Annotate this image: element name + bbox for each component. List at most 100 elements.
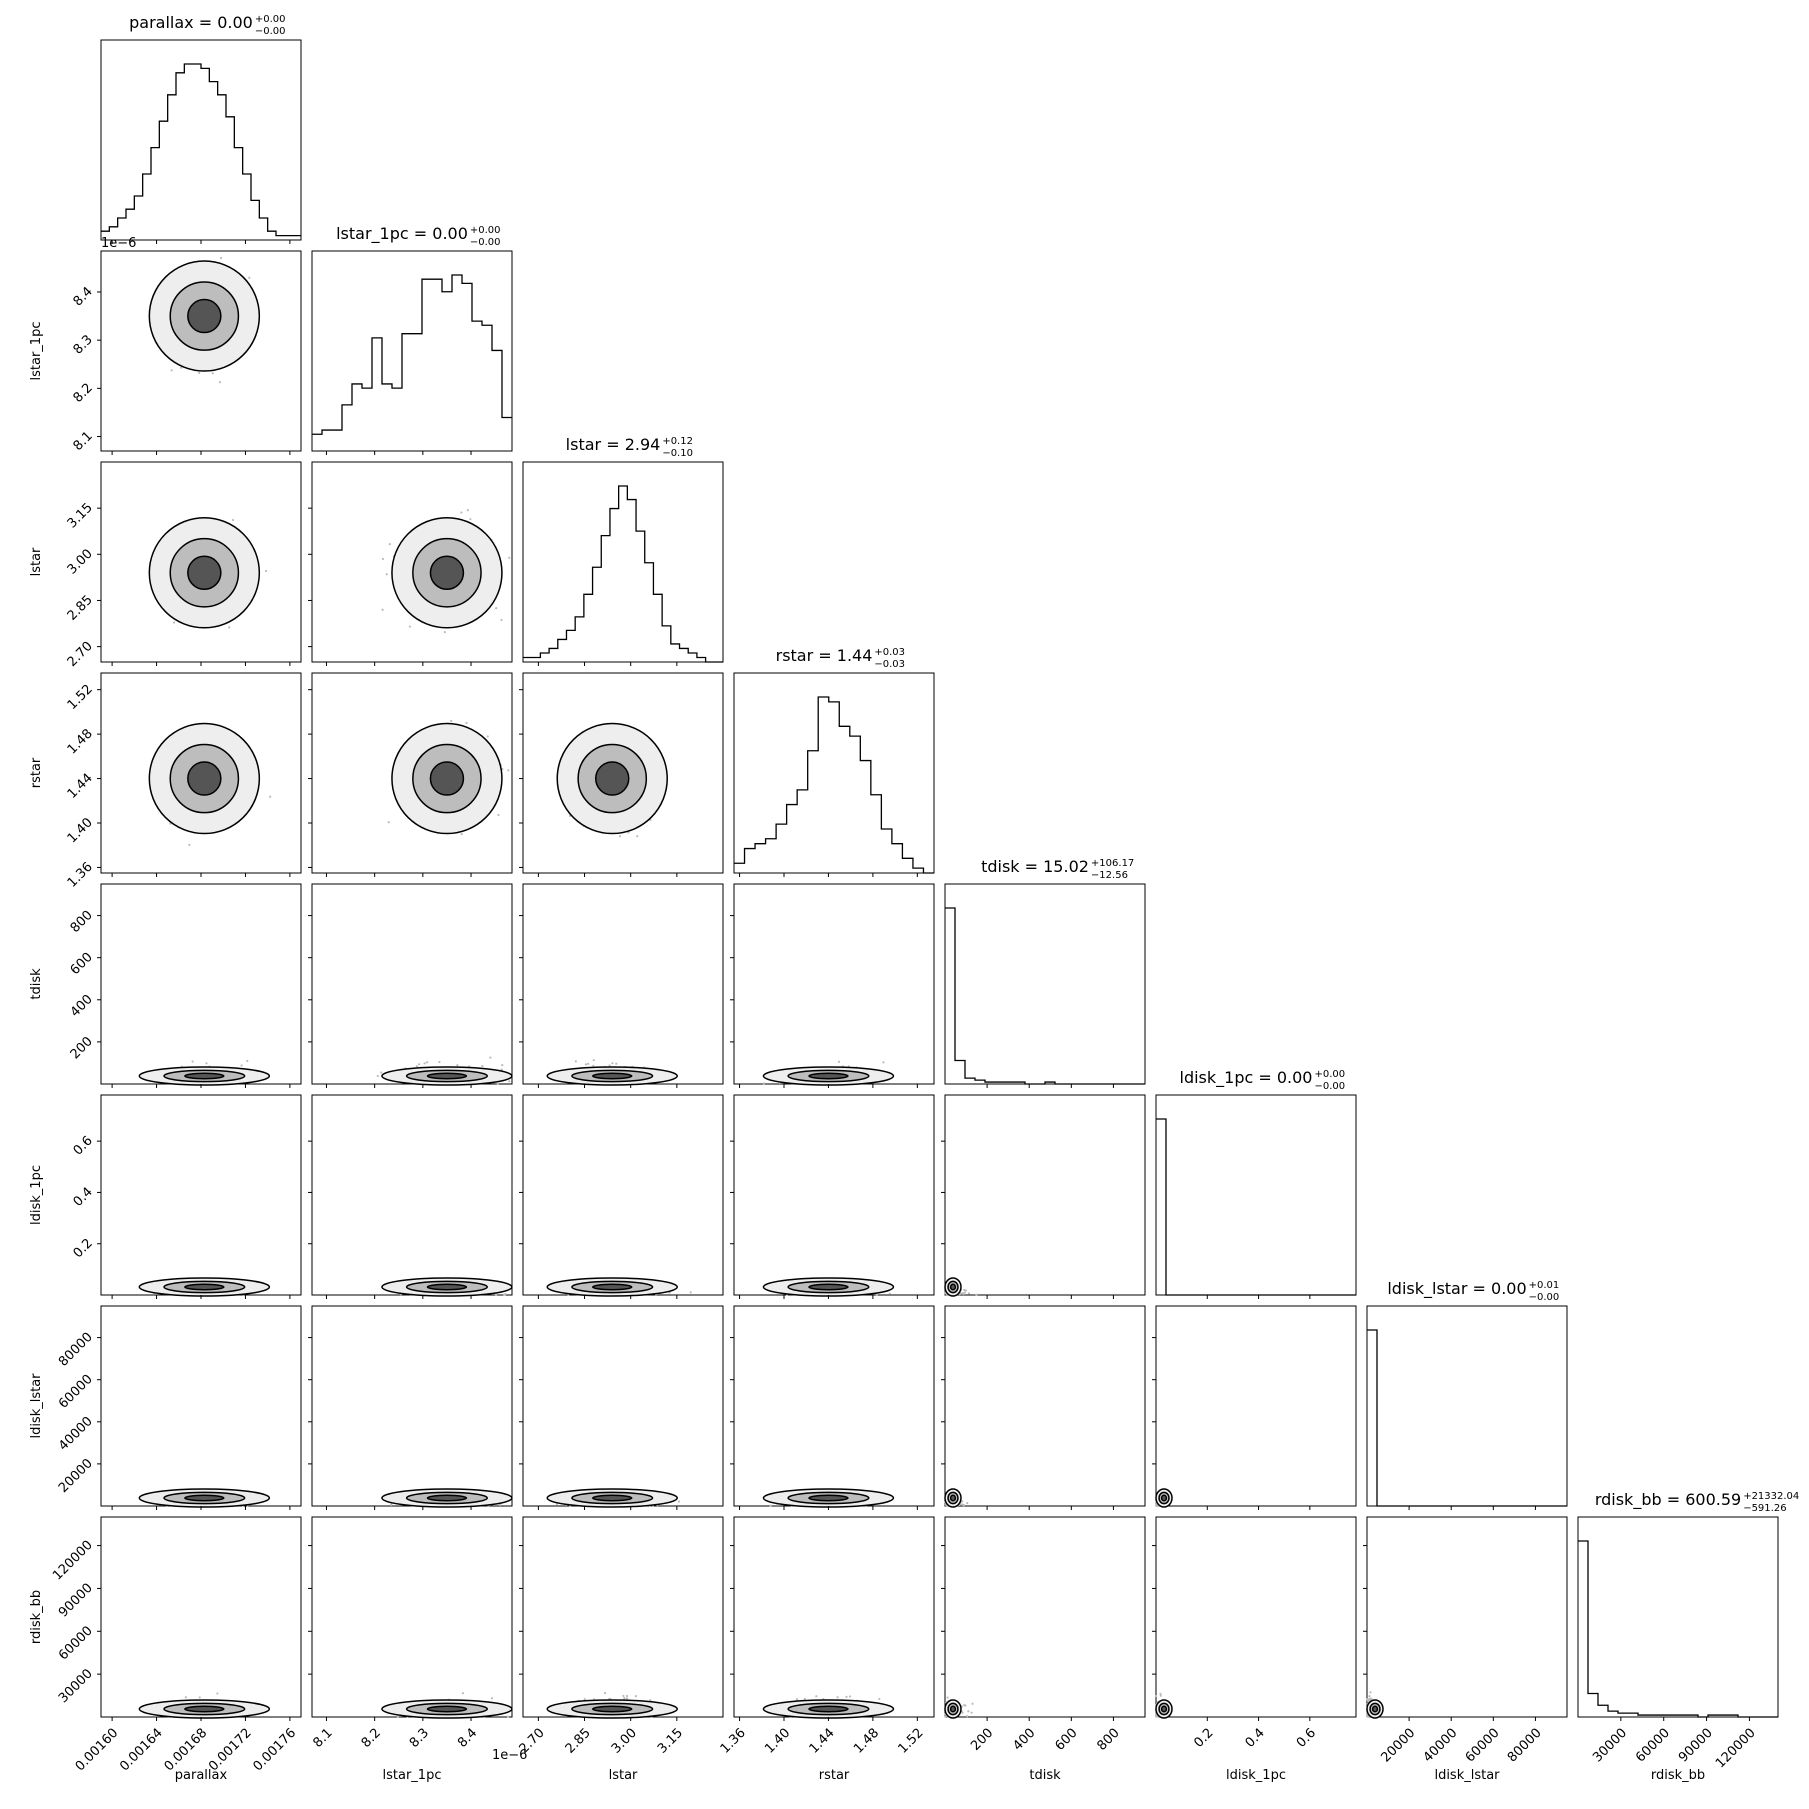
x-tick-label: 600 <box>1052 1726 1080 1754</box>
x-tick-label: 60000 <box>1463 1726 1503 1766</box>
x-tick-label: 0.00160 <box>73 1726 122 1775</box>
panel-title: ldisk_lstar = 0.00 <box>1387 1279 1526 1299</box>
panel-lstar_1pc-vs-parallax: 8.1 8.2 8.3 8.4 <box>71 250 302 455</box>
sample-point <box>216 1692 219 1695</box>
sample-point <box>489 1056 492 1059</box>
panel-frame <box>311 883 513 1085</box>
sample-point <box>836 1696 839 1699</box>
title-lower-err: −0.00 <box>1529 1292 1560 1303</box>
x-tick-label: 60000 <box>1633 1726 1673 1766</box>
x-tick-label: 8.3 <box>407 1726 432 1751</box>
sample-point <box>486 735 489 738</box>
panel-frame <box>733 1305 935 1507</box>
panel-frame <box>1366 1516 1568 1718</box>
x-tick-label: 0.00168 <box>162 1726 211 1775</box>
panel-frame <box>311 461 513 663</box>
sample-point <box>963 1288 966 1292</box>
sample-point <box>1366 1715 1369 1718</box>
sample-point <box>1154 1695 1158 1698</box>
sample-point <box>396 1715 399 1718</box>
sample-point <box>1369 1691 1372 1694</box>
panel-frame <box>522 461 724 663</box>
x-tick-label: 90000 <box>1676 1726 1716 1766</box>
sample-point <box>170 369 173 372</box>
panel-lstar-vs-lstar_1pc <box>308 461 513 666</box>
panel-tdisk-vs-tdisk: tdisk = 15.02 +106.17−12.56 <box>944 857 1146 1088</box>
sample-point <box>769 1504 772 1507</box>
sample-point <box>465 721 468 725</box>
title-lower-err: −0.10 <box>662 448 693 459</box>
contour-inner <box>949 1494 957 1502</box>
sample-point <box>975 1293 978 1296</box>
x-tick-label: 2.85 <box>563 1726 594 1757</box>
sample-point <box>837 1060 841 1063</box>
x-tick-label: 0.4 <box>1243 1726 1268 1751</box>
y-tick-label: 2.85 <box>65 593 96 624</box>
title-lower-err: −0.00 <box>1314 1081 1345 1092</box>
panel-title: parallax = 0.00 <box>129 13 253 32</box>
sample-point <box>677 1500 681 1503</box>
contour-inner <box>184 1705 225 1713</box>
contour-inner <box>808 1494 849 1502</box>
x-offset-label: 1e−6 <box>492 1748 527 1763</box>
panel-ldisk_1pc-vs-tdisk <box>941 1094 1146 1299</box>
contour-inner <box>949 1705 957 1713</box>
sample-point <box>583 1698 586 1701</box>
panel-frame <box>311 672 513 874</box>
sample-point <box>381 557 385 561</box>
panel-ldisk_lstar-vs-ldisk_lstar: ldisk_lstar = 0.00 +0.01−0.00 <box>1366 1279 1568 1510</box>
x-axis-label-ldisk_lstar: ldisk_lstar <box>1434 1768 1500 1783</box>
y-axis-label-rdisk_bb: rdisk_bb <box>29 1590 44 1644</box>
sample-point <box>376 1074 379 1078</box>
x-tick-label: 1.48 <box>851 1726 882 1757</box>
contour-inner <box>1160 1705 1168 1713</box>
sample-point <box>501 1063 504 1067</box>
sample-point <box>971 1702 974 1705</box>
sample-point <box>615 1062 618 1065</box>
y-tick-label: 800 <box>68 908 96 936</box>
contour-inner <box>594 761 630 796</box>
y-tick-label: 1.44 <box>65 771 96 802</box>
title-upper-err: +21332.04 <box>1743 1491 1799 1502</box>
histogram-step <box>1156 1118 1356 1296</box>
sample-point <box>622 1694 625 1698</box>
panel-frame <box>100 883 302 1085</box>
sample-point <box>966 1501 969 1505</box>
panel-frame <box>733 672 935 874</box>
panel-rdisk_bb-vs-rdisk_bb: rdisk_bb = 600.59 +21332.04−591.26 30000 60… <box>1577 1490 1799 1771</box>
panel-frame <box>1155 1094 1357 1296</box>
panel-ldisk_lstar-vs-lstar_1pc <box>308 1305 513 1510</box>
sample-point <box>390 1503 393 1507</box>
sample-point <box>426 1061 429 1064</box>
title-upper-err: +0.03 <box>874 647 905 658</box>
title-upper-err: +106.17 <box>1091 858 1134 869</box>
x-tick-label: 30000 <box>1590 1726 1630 1766</box>
y-tick-label: 1.40 <box>65 815 96 846</box>
panel-frame <box>733 1094 935 1296</box>
contour-inner <box>1371 1705 1379 1713</box>
sample-point <box>205 1062 208 1065</box>
contour-inner <box>187 555 222 591</box>
y-offset-label: 1e−6 <box>101 236 136 251</box>
panel-frame <box>311 1094 513 1296</box>
panel-ldisk_1pc-vs-lstar <box>519 1094 724 1299</box>
panel-frame <box>944 1305 1146 1507</box>
y-tick-label: 2.70 <box>65 639 96 670</box>
panel-frame <box>522 883 724 1085</box>
panel-frame <box>944 883 1146 1085</box>
x-tick-label: 1.52 <box>896 1726 927 1757</box>
x-tick-label: 800 <box>1095 1726 1123 1754</box>
panel-frame <box>100 39 302 241</box>
panel-frame <box>944 1094 1146 1296</box>
y-axis-label-lstar_1pc: lstar_1pc <box>29 322 44 381</box>
sample-point <box>1155 1715 1158 1718</box>
sample-point <box>381 608 384 611</box>
panel-frame <box>311 1305 513 1507</box>
y-tick-label: 8.3 <box>71 332 96 357</box>
sample-point <box>219 256 223 260</box>
y-tick-label: 3.00 <box>65 547 96 578</box>
sample-point <box>587 1062 590 1065</box>
panel-rdisk_bb-vs-lstar: 2.70 2.85 3.00 3.15 <box>517 1516 724 1757</box>
sample-point <box>240 1064 243 1067</box>
